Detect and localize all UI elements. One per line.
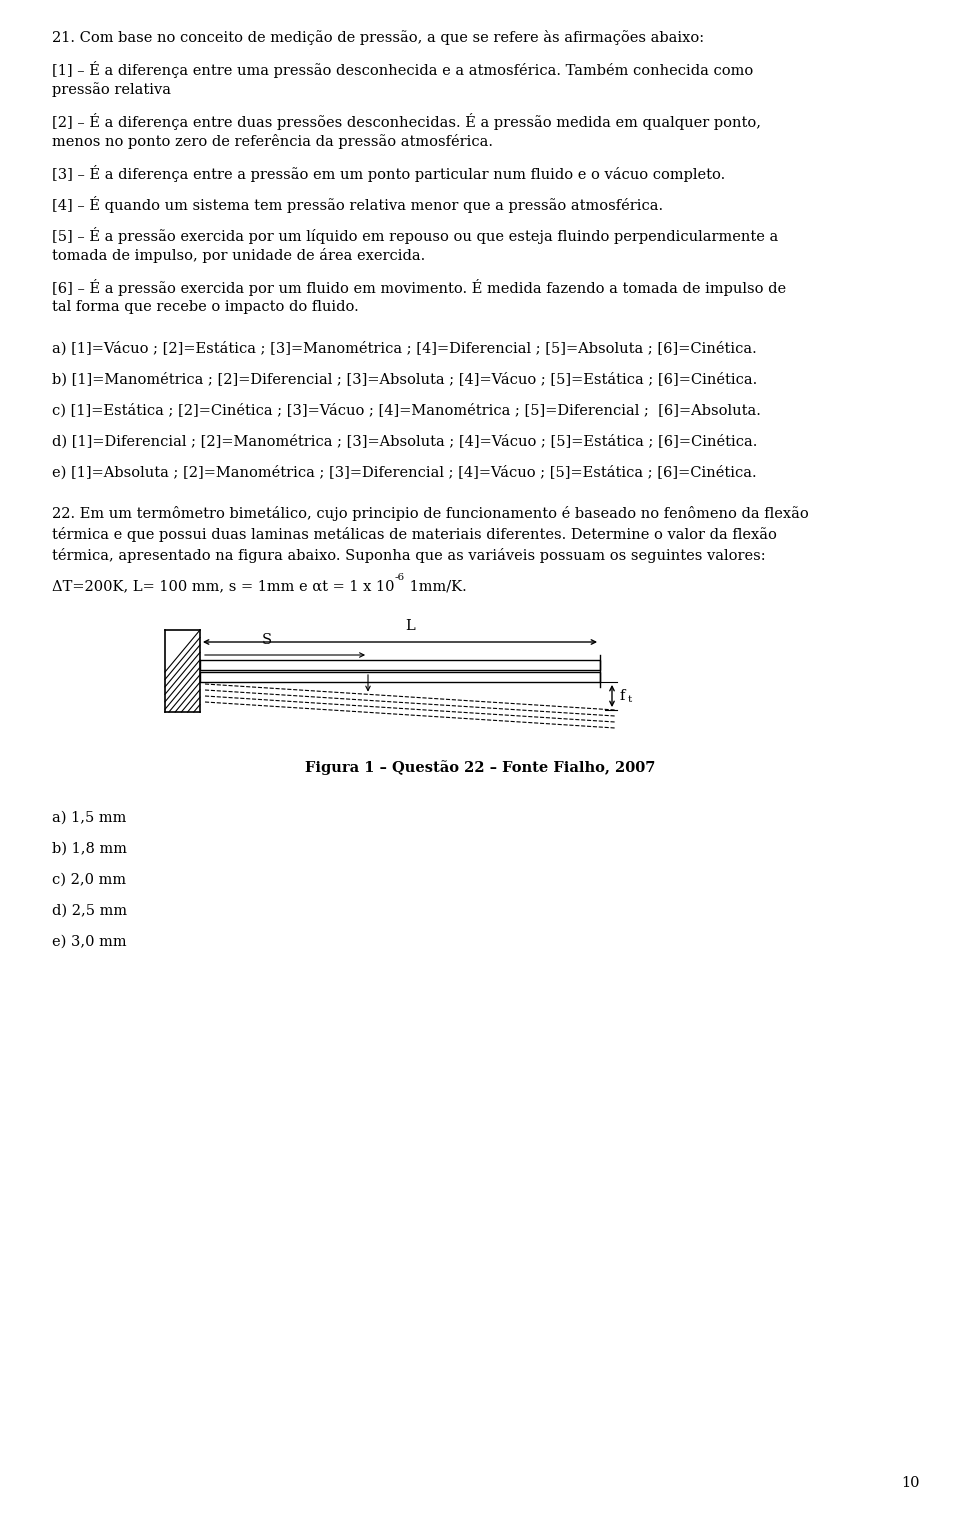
Text: e) 3,0 mm: e) 3,0 mm [52, 935, 127, 948]
Text: d) 2,5 mm: d) 2,5 mm [52, 904, 127, 918]
Text: Figura 1 – Questão 22 – Fonte Fialho, 2007: Figura 1 – Questão 22 – Fonte Fialho, 20… [305, 761, 655, 774]
Text: S: S [262, 633, 273, 647]
Polygon shape [200, 673, 600, 682]
Text: -6: -6 [395, 573, 404, 582]
Text: tomada de impulso, por unidade de área exercida.: tomada de impulso, por unidade de área e… [52, 248, 425, 264]
Text: térmica e que possui duas laminas metálicas de materiais diferentes. Determine o: térmica e que possui duas laminas metáli… [52, 527, 777, 542]
Text: tal forma que recebe o impacto do fluido.: tal forma que recebe o impacto do fluido… [52, 300, 359, 314]
Text: pressão relativa: pressão relativa [52, 82, 171, 97]
Text: 1mm/K.: 1mm/K. [404, 579, 467, 592]
Text: ΔT=200K, L= 100 mm, s = 1mm e αt = 1 x 10: ΔT=200K, L= 100 mm, s = 1mm e αt = 1 x 1… [52, 579, 395, 592]
Text: 21. Com base no conceito de medição de pressão, a que se refere às afirmações ab: 21. Com base no conceito de medição de p… [52, 30, 704, 45]
Text: d) [1]=Diferencial ; [2]=Manométrica ; [3]=Absoluta ; [4]=Vácuo ; [5]=Estática ;: d) [1]=Diferencial ; [2]=Manométrica ; [… [52, 433, 757, 448]
Text: c) 2,0 mm: c) 2,0 mm [52, 873, 126, 886]
Text: b) [1]=Manométrica ; [2]=Diferencial ; [3]=Absoluta ; [4]=Vácuo ; [5]=Estática ;: b) [1]=Manométrica ; [2]=Diferencial ; [… [52, 373, 757, 386]
Text: [1] – É a diferença entre uma pressão desconhecida e a atmosférica. Também conhe: [1] – É a diferença entre uma pressão de… [52, 61, 754, 77]
Text: [2] – É a diferença entre duas pressões desconhecidas. É a pressão medida em qua: [2] – É a diferença entre duas pressões … [52, 114, 761, 130]
Text: c) [1]=Estática ; [2]=Cinética ; [3]=Vácuo ; [4]=Manométrica ; [5]=Diferencial ;: c) [1]=Estática ; [2]=Cinética ; [3]=Vác… [52, 403, 761, 417]
Text: a) [1]=Vácuo ; [2]=Estática ; [3]=Manométrica ; [4]=Diferencial ; [5]=Absoluta ;: a) [1]=Vácuo ; [2]=Estática ; [3]=Manomé… [52, 341, 756, 356]
Text: L: L [405, 620, 415, 633]
Text: [4] – É quando um sistema tem pressão relativa menor que a pressão atmosférica.: [4] – É quando um sistema tem pressão re… [52, 195, 663, 214]
Text: menos no ponto zero de referência da pressão atmosférica.: menos no ponto zero de referência da pre… [52, 133, 493, 148]
Text: f: f [620, 689, 625, 703]
Text: e) [1]=Absoluta ; [2]=Manométrica ; [3]=Diferencial ; [4]=Vácuo ; [5]=Estática ;: e) [1]=Absoluta ; [2]=Manométrica ; [3]=… [52, 465, 756, 479]
Polygon shape [200, 661, 600, 670]
Text: t: t [628, 695, 633, 704]
Text: a) 1,5 mm: a) 1,5 mm [52, 811, 127, 826]
Text: [6] – É a pressão exercida por um fluido em movimento. É medida fazendo a tomada: [6] – É a pressão exercida por um fluido… [52, 279, 786, 295]
Text: b) 1,8 mm: b) 1,8 mm [52, 842, 127, 856]
Text: 22. Em um termômetro bimetálico, cujo principio de funcionamento é baseado no fe: 22. Em um termômetro bimetálico, cujo pr… [52, 506, 808, 521]
Text: térmica, apresentado na figura abaixo. Suponha que as variáveis possuam os segui: térmica, apresentado na figura abaixo. S… [52, 548, 766, 564]
Text: 10: 10 [901, 1476, 920, 1489]
Text: [3] – É a diferença entre a pressão em um ponto particular num fluido e o vácuo : [3] – É a diferença entre a pressão em u… [52, 165, 725, 182]
Text: [5] – É a pressão exercida por um líquido em repouso ou que esteja fluindo perpe: [5] – É a pressão exercida por um líquid… [52, 227, 779, 244]
